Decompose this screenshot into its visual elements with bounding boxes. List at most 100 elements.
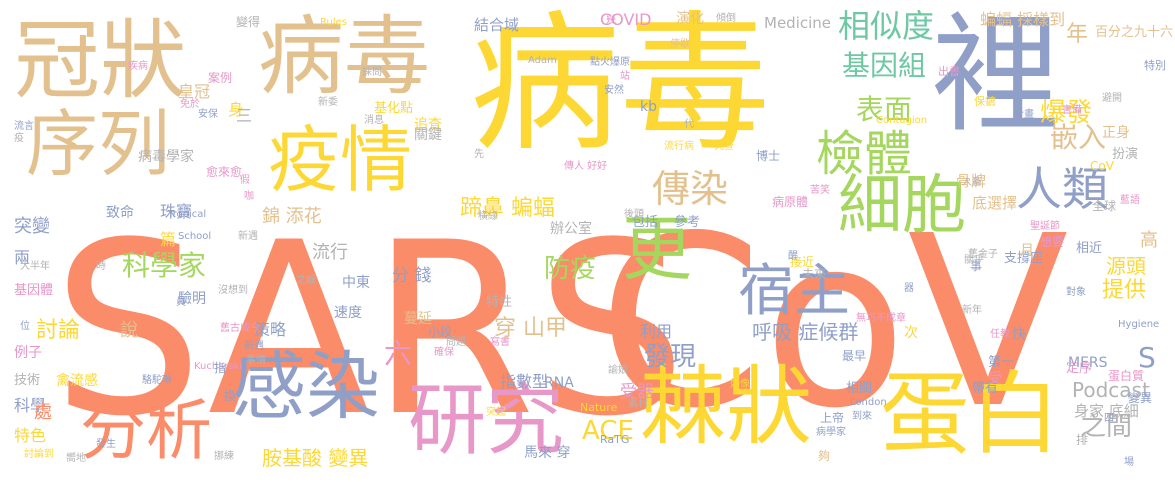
cloud-word: 事情: [246, 355, 266, 366]
cloud-word: 致命: [106, 205, 134, 221]
cloud-word: 嵌入: [1050, 121, 1107, 154]
cloud-word: 後頭: [624, 209, 644, 220]
cloud-word: 位: [20, 321, 30, 332]
cloud-word: 諭娘: [608, 365, 628, 376]
cloud-word: 病學家: [816, 427, 846, 438]
cloud-word: 病原體: [772, 195, 809, 209]
cloud-word: 挪練: [214, 451, 234, 462]
cloud-word: 月: [1020, 243, 1034, 259]
cloud-word: 藍語: [1120, 195, 1140, 206]
cloud-word: 年: [1066, 22, 1089, 47]
cloud-word: 突起: [486, 407, 506, 418]
cloud-word: 蹄鼻 蝙蝠: [460, 196, 555, 221]
cloud-word: 流行: [312, 242, 348, 263]
cloud-word: 時: [96, 261, 106, 272]
cloud-word: 冠狀: [14, 11, 186, 111]
cloud-word: 器: [904, 283, 914, 294]
cloud-word: 錦 添花: [262, 206, 322, 227]
cloud-word: 對象: [1066, 287, 1086, 298]
cloud-word: 好像: [730, 379, 750, 390]
cloud-word: 上帝: [820, 411, 845, 425]
cloud-word: 保鑣: [974, 95, 996, 108]
cloud-word: 舊古戚今: [220, 323, 260, 334]
cloud-word: 定序: [1066, 361, 1093, 376]
cloud-word: 發生: [96, 439, 116, 450]
cloud-word: 宿主: [738, 259, 850, 324]
cloud-word: 分 錢: [392, 266, 432, 286]
cloud-word: 指: [214, 361, 227, 375]
cloud-word: 更: [622, 208, 692, 290]
cloud-word: 到來: [852, 411, 872, 422]
cloud-word: Medicine: [764, 14, 832, 32]
cloud-word: 新年: [962, 305, 982, 316]
cloud-word: 馬來 穿: [524, 445, 571, 461]
cloud-word: 接近: [790, 255, 815, 269]
cloud-word: 代: [684, 119, 694, 130]
cloud-word: 防疫: [544, 254, 597, 284]
cloud-word: Nature: [580, 401, 618, 414]
cloud-word: 點火爆原: [590, 57, 630, 68]
cloud-word: Tropical: [168, 209, 207, 220]
cloud-word: 先: [474, 149, 484, 160]
cloud-word: 珠寶: [160, 202, 193, 221]
cloud-word: 指數型: [500, 372, 549, 391]
cloud-word: 小段: [428, 325, 453, 339]
cloud-word: 兩: [14, 248, 31, 267]
cloud-word: 棘狀: [640, 357, 812, 457]
cloud-word: 蛋白質: [1108, 369, 1145, 383]
cloud-word: 假: [240, 175, 250, 186]
cloud-word: 扮演: [1112, 147, 1139, 162]
cloud-word: 避開: [1102, 93, 1122, 104]
cloud-word: 相近: [1076, 241, 1103, 256]
cloud-word: 表面: [856, 93, 913, 126]
cloud-word: 技術: [14, 373, 41, 388]
cloud-word: 駱駝琳: [142, 375, 172, 386]
cloud-word: 安保: [198, 109, 218, 120]
cloud-word: 驗明: [178, 291, 206, 307]
cloud-word: 傳染: [652, 167, 729, 211]
cloud-word: 特色: [14, 426, 47, 445]
cloud-word: 快: [1012, 327, 1026, 343]
cloud-word: 研究: [408, 376, 565, 466]
cloud-word: 病毒: [470, 0, 771, 172]
cloud-word: 大半年: [20, 261, 50, 272]
cloud-word: 科學: [14, 396, 47, 415]
cloud-word: RNA: [544, 375, 574, 391]
cloud-word: 苦笑: [810, 185, 830, 196]
cloud-word: 爆發: [1040, 98, 1093, 128]
cloud-word: 流言: [14, 121, 34, 132]
cloud-word: 愈來愈: [206, 165, 243, 179]
cloud-word: 案例: [208, 71, 233, 85]
cloud-word: 消息: [364, 115, 384, 126]
cloud-word: 醒: [788, 251, 798, 262]
cloud-word: 身: [228, 100, 245, 119]
cloud-word: 員: [176, 297, 186, 308]
cloud-word: 科學家: [122, 249, 207, 282]
cloud-word: 疫情: [268, 118, 413, 202]
cloud-word: 源頭: [1106, 254, 1146, 278]
cloud-word: 停歇: [670, 39, 690, 50]
cloud-word: 嚮地: [66, 453, 86, 464]
cloud-word: 受器: [620, 382, 654, 402]
cloud-word: 聖誕節: [1030, 221, 1060, 232]
cloud-word: ACE: [582, 416, 634, 446]
cloud-word: 參考: [674, 215, 701, 230]
cloud-word: 說: [120, 320, 138, 341]
cloud-word: 舊金子: [968, 249, 998, 260]
cloud-word: 想要: [1040, 235, 1065, 249]
cloud-word: 包括: [632, 215, 659, 230]
cloud-word: 特別: [1144, 59, 1166, 72]
cloud-word: 相似度: [838, 7, 935, 45]
cloud-word: 正身: [1102, 125, 1130, 141]
cloud-word: 突變: [14, 216, 50, 237]
cloud-word: 書備: [1062, 105, 1082, 116]
cloud-word: CoV: [1090, 159, 1114, 173]
cloud-word: 免於: [180, 99, 200, 110]
cloud-word: 胺基酸 變異: [262, 446, 369, 470]
cloud-word: 究查: [714, 141, 734, 152]
cloud-word: 底選擇: [972, 194, 1018, 212]
cloud-word: 病毒: [258, 7, 430, 107]
cloud-word: School: [178, 231, 212, 242]
cloud-word: Kucharski: [194, 361, 243, 372]
cloud-word: 未來: [802, 267, 827, 281]
